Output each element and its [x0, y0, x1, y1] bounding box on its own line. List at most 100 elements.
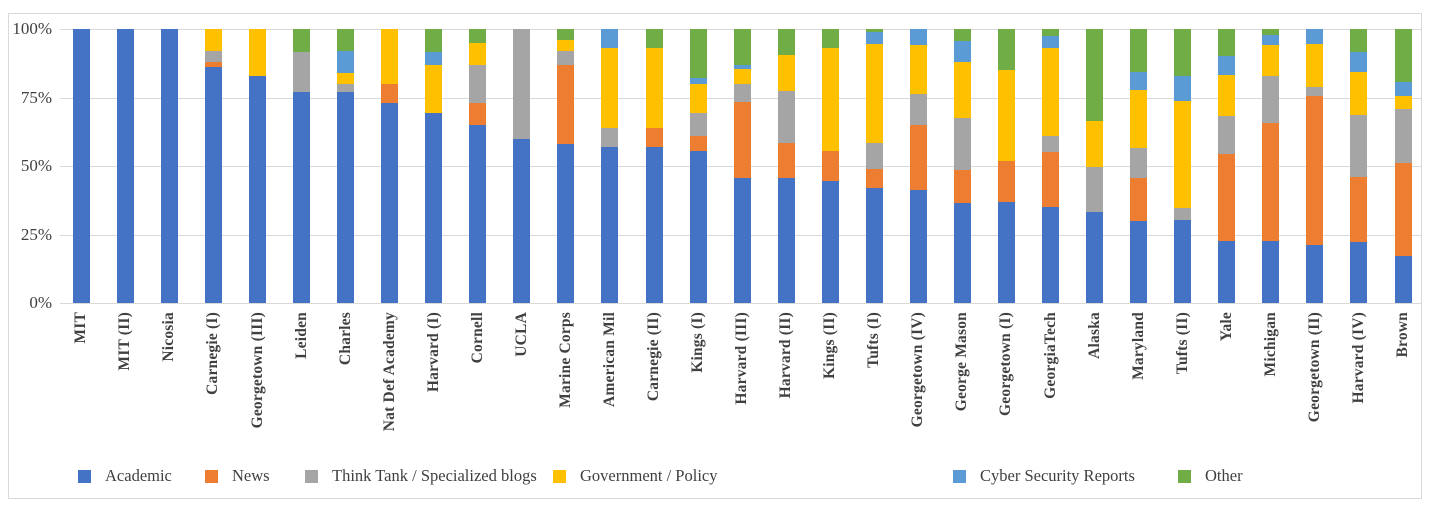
segment-academic-maryland: [1130, 220, 1148, 303]
segment-think-tank-specialized-blogs-maryland: [1130, 148, 1148, 179]
bar-georgiatech: [1042, 29, 1060, 303]
segment-other-tufts-ii: [1174, 29, 1192, 77]
segment-government-policy-tufts-ii: [1174, 100, 1192, 208]
legend-item-academic: Academic: [78, 466, 172, 485]
x-label-mit: MIT: [72, 312, 90, 344]
x-label-maryland: Maryland: [1129, 312, 1147, 380]
segment-cyber-security-reports-george-mason: [953, 41, 971, 62]
segment-news-harvard-ii: [777, 143, 795, 178]
x-label-harvard-iv: Harvard (IV): [1349, 312, 1367, 404]
bar-leiden: [293, 29, 311, 303]
segment-think-tank-specialized-blogs-brown: [1394, 109, 1412, 163]
segment-cyber-security-reports-brown: [1394, 82, 1412, 96]
y-tick-label-0pct: 0%: [29, 293, 52, 312]
y-tick-label-100pct: 100%: [12, 19, 52, 38]
segment-other-kings-i: [689, 29, 707, 79]
segment-think-tank-specialized-blogs-georgetown-ii: [1306, 87, 1324, 96]
legend-swatch-think-tank-specialized-blogs: [305, 469, 318, 483]
segment-cyber-security-reports-harvard-i: [425, 52, 443, 65]
x-label-george-mason: George Mason: [953, 312, 971, 412]
x-label-carnegie-i: Carnegie (I): [204, 312, 222, 395]
segment-government-policy-georgetown-i: [997, 70, 1015, 161]
legend-label-academic: Academic: [105, 466, 172, 485]
bar-kings-i: [689, 29, 707, 303]
segment-cyber-security-reports-tufts-i: [865, 31, 883, 45]
segment-government-policy-american-mil: [601, 48, 619, 128]
segment-government-policy-georgetown-iv: [909, 44, 927, 95]
legend-item-government-policy: Government / Policy: [553, 466, 718, 485]
legend-label-news: News: [232, 466, 270, 485]
x-label-tufts-ii: Tufts (II): [1173, 312, 1191, 375]
segment-think-tank-specialized-blogs-alaska: [1086, 166, 1104, 212]
x-label-leiden: Leiden: [292, 312, 310, 359]
segment-academic-georgetown-ii: [1306, 245, 1324, 303]
segment-news-harvard-iv: [1350, 176, 1368, 242]
x-label-yale: Yale: [1217, 312, 1235, 342]
segment-academic-leiden: [293, 92, 311, 303]
segment-cyber-security-reports-charles: [337, 50, 355, 73]
bar-mit: [72, 29, 90, 303]
bar-charles: [337, 29, 355, 303]
segment-news-marine-corps: [557, 64, 575, 145]
segment-news-cornell: [469, 103, 487, 125]
bar-brown: [1394, 29, 1412, 303]
segment-academic-kings-ii: [821, 180, 839, 303]
x-label-american-mil: American Mil: [600, 312, 618, 407]
x-label-harvard-ii: Harvard (II): [777, 312, 795, 399]
segment-government-policy-carnegie-ii: [645, 48, 663, 128]
bar-yale: [1218, 29, 1236, 303]
segment-academic-american-mil: [601, 146, 619, 303]
segment-other-brown: [1394, 29, 1412, 83]
x-label-nat-def-academy: Nat Def Academy: [380, 312, 398, 432]
x-label-brown: Brown: [1394, 312, 1411, 358]
x-label-nicosia: Nicosia: [160, 312, 178, 362]
segment-academic-harvard-iv: [1350, 241, 1368, 303]
segment-other-alaska: [1086, 29, 1104, 121]
segment-academic-harvard-ii: [777, 177, 795, 303]
segment-academic-harvard-iii: [733, 177, 751, 303]
segment-other-charles: [337, 29, 355, 51]
segment-academic-carnegie-i: [204, 67, 222, 303]
bar-nat-def-academy: [381, 29, 399, 303]
x-label-georgetown-ii: Georgetown (II): [1305, 312, 1323, 423]
segment-news-kings-i: [689, 135, 707, 151]
segment-think-tank-specialized-blogs-tufts-i: [865, 143, 883, 170]
segment-academic-kings-i: [689, 150, 707, 303]
segment-academic-george-mason: [953, 203, 971, 303]
segment-think-tank-specialized-blogs-ucla: [513, 29, 531, 139]
segment-government-policy-harvard-iii: [733, 68, 751, 84]
segment-government-policy-george-mason: [953, 61, 971, 119]
segment-other-tufts-i: [865, 29, 883, 32]
bar-carnegie-i: [204, 29, 222, 303]
segment-news-maryland: [1130, 178, 1148, 221]
legend-label-think-tank-specialized-blogs: Think Tank / Specialized blogs: [332, 466, 537, 485]
bar-georgetown-i: [997, 29, 1015, 303]
segment-academic-georgetown-iv: [909, 190, 927, 303]
segment-news-georgetown-i: [997, 160, 1015, 202]
segment-cyber-security-reports-georgiatech: [1042, 35, 1060, 49]
segment-cyber-security-reports-georgetown-iv: [909, 29, 927, 45]
legend-label-government-policy: Government / Policy: [580, 466, 718, 485]
segment-think-tank-specialized-blogs-charles: [337, 83, 355, 93]
segment-academic-carnegie-ii: [645, 146, 663, 303]
segment-academic-cornell: [469, 124, 487, 303]
segment-think-tank-specialized-blogs-george-mason: [953, 118, 971, 171]
x-label-tufts-i: Tufts (I): [865, 312, 883, 368]
segment-news-georgetown-ii: [1306, 95, 1324, 246]
segment-news-yale: [1218, 154, 1236, 242]
bar-georgetown-iv: [909, 29, 927, 303]
segment-think-tank-specialized-blogs-harvard-iv: [1350, 114, 1368, 177]
segment-other-marine-corps: [557, 29, 575, 40]
bar-ucla: [513, 29, 531, 303]
segment-news-harvard-iii: [733, 101, 751, 178]
bar-harvard-ii: [777, 29, 795, 303]
segment-think-tank-specialized-blogs-georgiatech: [1042, 135, 1060, 153]
bar-american-mil: [601, 29, 619, 303]
x-label-charles: Charles: [336, 312, 354, 366]
chart-border: [8, 13, 1422, 499]
segment-other-george-mason: [953, 29, 971, 42]
segment-news-michigan: [1262, 123, 1280, 242]
x-label-georgiatech: GeorgiaTech: [1041, 312, 1059, 399]
segment-government-policy-kings-i: [689, 83, 707, 113]
